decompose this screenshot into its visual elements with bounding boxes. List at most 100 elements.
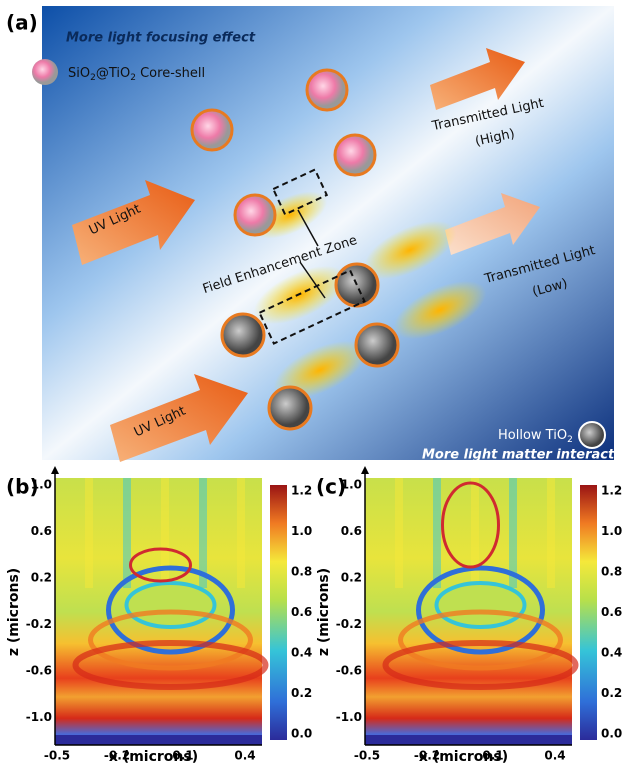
legend-text: @TiO [96, 66, 130, 81]
coreshell-icon [32, 59, 58, 85]
z-tick-label: 0.2 [341, 571, 362, 585]
x-tick-label: 0.1 [172, 749, 193, 763]
colorbar-tick-label: 0.0 [291, 727, 312, 741]
field-stripe [85, 478, 93, 588]
x-tick-label: -0.2 [414, 749, 440, 763]
z-tick-label: 0.6 [341, 524, 362, 538]
glow [253, 265, 347, 325]
zone-pointer [297, 209, 319, 247]
field-stripe [433, 478, 441, 588]
legend-text: SiO [68, 66, 90, 81]
hollow-particle [220, 312, 266, 358]
x-tick-label: 0.4 [544, 749, 565, 763]
panel-label: (b) [6, 475, 39, 499]
field-ring [382, 640, 579, 690]
colorbar-tick-label: 1.0 [601, 524, 622, 538]
legend-hollow: Hollow TiO2 [498, 428, 573, 445]
heatmap-panel: (c) -0.5 -0.2 0.1 0.4 1.0 0.6 0.2 -0.2 -0.6 -1.0 x … [316, 466, 622, 765]
panel-a: (a) More light focusing effect SiO2@TiO2… [6, 6, 622, 463]
transmitted-arrow [430, 48, 525, 110]
panel-label: (c) [316, 475, 346, 499]
colorbar-tick-label: 0.8 [601, 565, 622, 579]
field-stripe [547, 478, 555, 588]
zone-box [271, 168, 329, 216]
x-tick-label: -0.5 [354, 749, 380, 763]
z-tick-label: 0.2 [31, 571, 52, 585]
glow [363, 220, 457, 280]
zone-pointer [299, 261, 326, 299]
x-axis-label: x (microns) [109, 749, 198, 764]
field-stripe [123, 478, 131, 588]
field-ring [434, 581, 527, 629]
hollow-particle [354, 322, 400, 368]
bottom-band [55, 735, 262, 745]
colorbar-tick-label: 0.2 [291, 686, 312, 700]
legend-sub: 2 [567, 435, 573, 445]
legend-text: Hollow TiO [498, 428, 567, 443]
x-tick-label: 0.1 [482, 749, 503, 763]
colorbar-tick-label: 0.2 [601, 686, 622, 700]
field-ring [88, 609, 253, 671]
field-ring [124, 581, 217, 629]
z-axis-label: z (microns) [316, 568, 332, 656]
field-stripe [395, 478, 403, 588]
z-tick-label: 1.0 [31, 478, 52, 492]
colorbar [270, 485, 287, 740]
z-tick-label: -0.2 [336, 617, 362, 631]
colorbar-tick-label: 1.2 [601, 484, 622, 498]
field-ring [106, 565, 235, 655]
zone-box [258, 269, 366, 345]
z-tick-label: -0.2 [26, 617, 52, 631]
z-tick-label: -0.6 [336, 664, 362, 678]
field-stripe [509, 478, 517, 588]
colorbar [580, 485, 597, 740]
legend-coreshell: SiO2@TiO2 Core-shell [68, 66, 205, 83]
x-axis-label: x (microns) [419, 749, 508, 764]
z-axis-label: z (microns) [6, 568, 22, 656]
uv-arrow [72, 180, 195, 265]
panel-label: (a) [6, 11, 38, 35]
z-tick-label: 0.6 [31, 524, 52, 538]
axis-arrow [51, 466, 59, 474]
z-tick-label: -0.6 [26, 664, 52, 678]
glow [393, 280, 487, 340]
z-tick-label: -1.0 [26, 710, 52, 724]
hollow-particle [267, 385, 313, 431]
axis-arrow [361, 466, 369, 474]
z-tick-label: -1.0 [336, 710, 362, 724]
colorbar-tick-label: 1.0 [291, 524, 312, 538]
coreshell-particle [190, 108, 234, 152]
note: More light focusing effect [66, 31, 256, 46]
field-stripe [237, 478, 245, 588]
hollow-icon [578, 421, 606, 449]
uv-arrow [110, 374, 248, 462]
x-tick-label: 0.4 [234, 749, 255, 763]
bottom-band [365, 735, 572, 745]
hollow-particle [334, 262, 380, 308]
x-tick-label: -0.2 [104, 749, 130, 763]
legend-text: Core-shell [136, 66, 205, 81]
z-tick-label: 1.0 [341, 478, 362, 492]
field-ring [416, 565, 545, 655]
x-tick-label: -0.5 [44, 749, 70, 763]
colorbar-tick-label: 1.2 [291, 484, 312, 498]
field-stripe [161, 478, 169, 588]
field-ring [72, 640, 269, 690]
legend-sub: 2 [130, 73, 136, 83]
coreshell-particle [305, 68, 349, 112]
coreshell-particle [233, 193, 277, 237]
particles [32, 59, 606, 449]
colorbar-tick-label: 0.6 [291, 605, 312, 619]
legend-sub: 2 [90, 73, 96, 83]
colorbar-tick-label: 0.4 [601, 646, 622, 660]
colorbar-tick-label: 0.4 [291, 646, 312, 660]
colorbar-tick-label: 0.8 [291, 565, 312, 579]
highlight-ellipse [129, 547, 192, 583]
field-stripe [471, 478, 479, 588]
highlight-ellipse [441, 481, 500, 569]
note: More light matter interaction [422, 448, 622, 463]
transmitted-arrow [445, 193, 540, 255]
glow [273, 340, 367, 400]
colorbar-tick-label: 0.0 [601, 727, 622, 741]
